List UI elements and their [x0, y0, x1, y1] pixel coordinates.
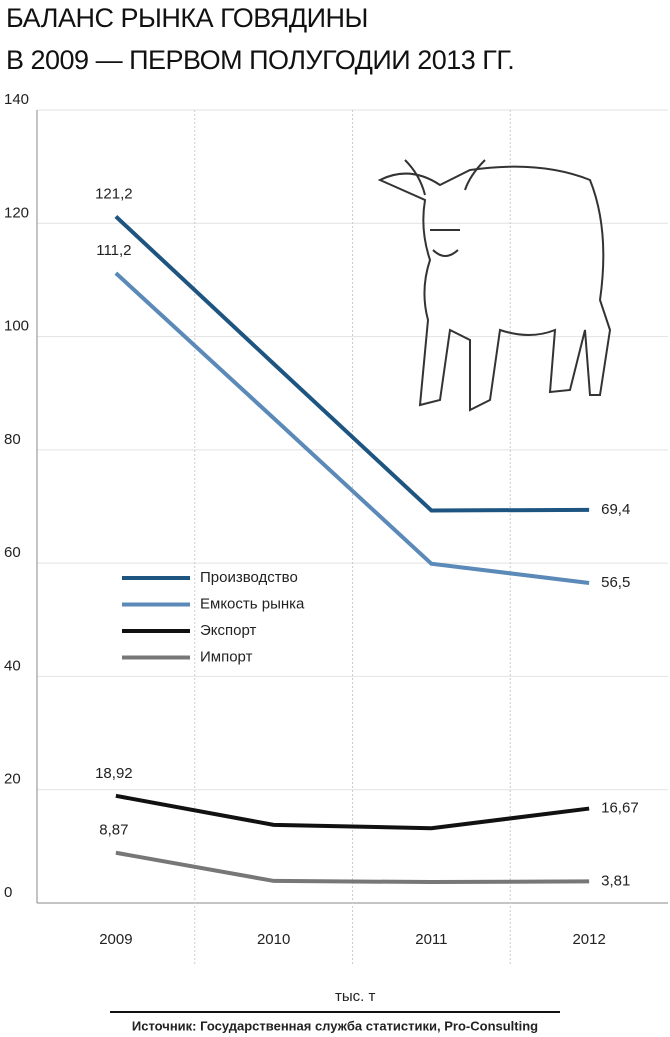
chart-title: В 2009 — ПЕРВОМ ПОЛУГОДИИ 2013 ГГ.	[6, 45, 514, 75]
data-label: 18,92	[95, 765, 133, 782]
legend-label: Экспорт	[200, 622, 256, 639]
source: Источник: Государственная служба статист…	[132, 1018, 538, 1033]
y-tick-label: 40	[4, 657, 21, 674]
legend-label: Импорт	[200, 648, 253, 665]
cow-illustration	[377, 159, 612, 412]
y-tick-label: 120	[4, 204, 29, 221]
legend-label: Производство	[200, 569, 298, 586]
y-tick-label: 80	[4, 431, 21, 448]
x-tick-label: 2009	[99, 931, 132, 948]
plot: 0 20 40 60 80 100 120 140 2009 2010 2011 2012 121,2 6…	[4, 91, 668, 965]
y-tick-label: 100	[4, 318, 29, 335]
data-label: 121,2	[95, 185, 133, 202]
unit-label: тыс. т	[335, 988, 375, 1005]
series-line	[115, 793, 590, 831]
series-line	[114, 271, 590, 585]
series-line	[115, 850, 590, 885]
data-label: 8,87	[99, 822, 128, 839]
data-label: 56,5	[601, 574, 630, 591]
data-label: 69,4	[601, 501, 630, 518]
chart-title: БАЛАНС РЫНКА ГОВЯДИНЫ	[6, 3, 368, 33]
data-label: 3,81	[601, 872, 630, 889]
data-label: 111,2	[96, 242, 131, 259]
y-tick-label: 140	[4, 91, 29, 108]
y-tick-label: 0	[4, 884, 12, 901]
legend-label: Емкость рынка	[200, 595, 305, 612]
x-tick-label: 2010	[257, 931, 290, 948]
x-tick-label: 2012	[572, 931, 605, 948]
y-tick-label: 20	[4, 771, 21, 788]
y-tick-label: 60	[4, 544, 21, 561]
series-line	[114, 215, 590, 513]
x-tick-label: 2011	[415, 931, 447, 948]
data-label: 16,67	[601, 800, 639, 817]
